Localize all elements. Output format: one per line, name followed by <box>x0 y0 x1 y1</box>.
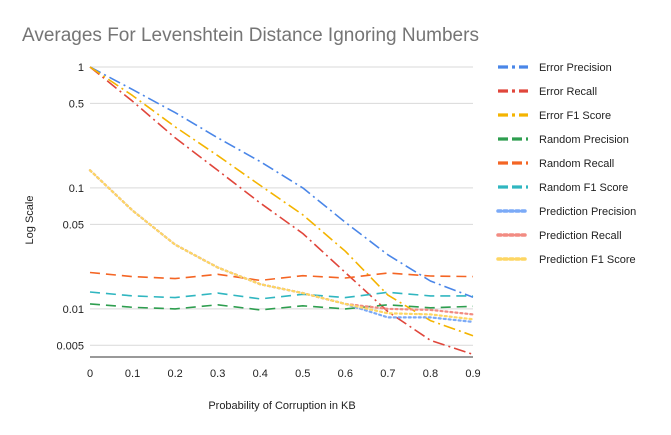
chart-title: Averages For Levenshtein Distance Ignori… <box>22 25 479 46</box>
legend-label: Prediction Precision <box>539 206 636 218</box>
series-line-random-precision <box>89 303 474 311</box>
y-axis-ticks: 1 0.5 0.1 0.05 0.01 0.005 <box>56 62 84 352</box>
y-tick-label: 0.005 <box>56 340 84 352</box>
x-axis-label: Probability of Corruption in KB <box>208 400 355 412</box>
x-tick-label: 0.6 <box>338 368 353 380</box>
y-tick-label: 0.5 <box>69 98 84 110</box>
y-tick-label: 0.01 <box>63 304 84 316</box>
x-tick-label: 0.2 <box>167 368 182 380</box>
series-line-prediction-f1-score <box>88 169 475 321</box>
series-line-error-recall <box>89 66 474 356</box>
legend-label: Random F1 Score <box>539 182 628 194</box>
legend-label: Error F1 Score <box>539 110 611 122</box>
x-tick-label: 0.7 <box>380 368 395 380</box>
series-line-random-f1-score <box>89 291 473 300</box>
legend-label: Prediction Recall <box>539 230 622 242</box>
y-tick-label: 0.05 <box>63 219 84 231</box>
legend-label: Random Precision <box>539 134 629 146</box>
x-tick-label: 0.1 <box>125 368 140 380</box>
series-line-prediction-precision <box>88 169 475 323</box>
series-line-error-f1-score <box>89 66 474 337</box>
y-tick-label: 1 <box>78 62 84 74</box>
series-lines <box>88 66 475 356</box>
legend-label: Error Precision <box>539 62 612 74</box>
series-line-random-recall <box>89 271 474 282</box>
x-tick-label: 0 <box>87 368 93 380</box>
legend: Error Precision Error Recall Error F1 Scor… <box>496 62 636 266</box>
x-tick-label: 0.9 <box>465 368 480 380</box>
x-tick-label: 0.4 <box>253 368 268 380</box>
x-tick-label: 0.3 <box>210 368 225 380</box>
legend-label: Prediction F1 Score <box>539 254 636 266</box>
x-tick-label: 0.8 <box>423 368 438 380</box>
x-tick-label: 0.5 <box>295 368 310 380</box>
series-line-prediction-recall <box>88 169 475 316</box>
legend-label: Error Recall <box>539 86 597 98</box>
y-axis-label: Log Scale <box>24 196 36 245</box>
x-axis-ticks: 0 0.1 0.2 0.3 0.4 0.5 0.6 0.7 0.8 0.9 <box>87 368 481 380</box>
legend-label: Random Recall <box>539 158 614 170</box>
y-tick-label: 0.1 <box>69 183 84 195</box>
series-line-error-precision <box>89 66 474 298</box>
